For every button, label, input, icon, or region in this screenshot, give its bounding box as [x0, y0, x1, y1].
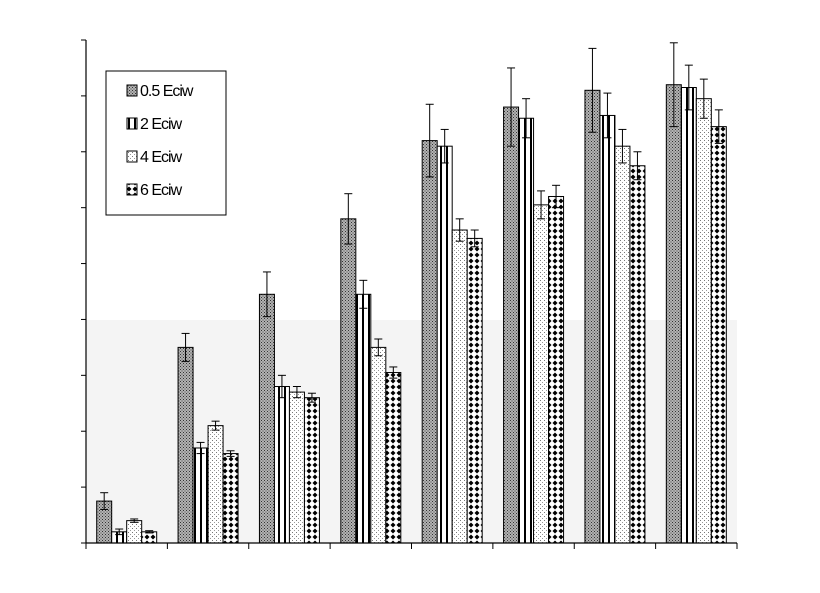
error-bar-series-1-group-6	[507, 67, 516, 147]
error-bars-layer	[100, 42, 723, 536]
error-bar-series-3-group-4	[374, 338, 383, 357]
error-bar-series-4-group-1	[145, 530, 154, 534]
bar-series-1-group-8	[665, 84, 682, 544]
bar-series-2-group-7	[599, 114, 616, 544]
error-bar-series-2-group-1	[115, 528, 124, 536]
error-bar-series-4-group-6	[552, 184, 561, 209]
bar-series-4-group-3	[303, 397, 320, 544]
error-bar-series-2-group-3	[277, 374, 286, 399]
bar-series-2-group-4	[355, 293, 372, 544]
bar-series-1-group-6	[503, 106, 520, 544]
legend-label: 0.5 Eciw	[140, 83, 194, 100]
bar-series-3-group-2	[207, 425, 224, 544]
bar-series-3-group-7	[614, 145, 631, 544]
bar-series-4-group-6	[548, 195, 565, 544]
error-bar-series-1-group-3	[262, 271, 271, 318]
error-bar-series-3-group-7	[618, 128, 627, 164]
error-bar-series-4-group-3	[307, 392, 316, 403]
error-bar-series-3-group-8	[699, 78, 708, 119]
bar-series-3-group-3	[288, 391, 305, 544]
legend-swatch	[126, 150, 138, 163]
error-bar-series-1-group-5	[425, 103, 434, 178]
bar-series-3-group-5	[451, 229, 468, 544]
bar-series-1-group-4	[340, 218, 357, 544]
error-bar-series-3-group-2	[211, 420, 220, 431]
legend-label: 4 Eciw	[140, 149, 183, 166]
error-bar-series-4-group-8	[714, 109, 723, 144]
axes-layer	[81, 39, 738, 549]
bar-series-4-group-1	[141, 531, 158, 544]
bar-series-1-group-2	[177, 346, 194, 544]
bar-series-2-group-2	[192, 447, 209, 544]
error-bar-series-3-group-6	[537, 190, 546, 220]
bar-series-4-group-7	[629, 165, 646, 544]
error-bar-series-1-group-8	[669, 42, 678, 128]
bar-series-3-group-4	[370, 346, 387, 544]
error-bar-series-4-group-7	[633, 151, 642, 181]
error-bar-series-2-group-6	[522, 98, 531, 139]
bar-series-2-group-3	[273, 386, 290, 544]
legend-item: 0.5 Eciw	[126, 83, 195, 100]
bar-series-2-group-6	[518, 117, 535, 544]
error-bar-series-3-group-3	[292, 386, 301, 399]
bar-series-3-group-6	[533, 204, 550, 544]
legend-item: 4 Eciw	[126, 149, 184, 166]
error-bar-series-4-group-2	[226, 450, 235, 457]
error-bar-series-2-group-8	[684, 64, 693, 111]
legend-swatch	[126, 183, 138, 196]
legend-box	[105, 70, 227, 216]
error-bar-series-1-group-7	[588, 47, 597, 133]
legend-item: 6 Eciw	[126, 182, 184, 199]
legend-label: 6 Eciw	[140, 182, 183, 199]
error-bar-series-1-group-4	[344, 193, 353, 245]
bar-series-4-group-8	[710, 126, 727, 544]
error-bar-series-1-group-1	[100, 492, 109, 510]
bar-series-1-group-5	[421, 140, 438, 544]
error-bar-series-3-group-1	[130, 518, 139, 523]
error-bar-series-4-group-4	[389, 366, 398, 379]
legend: 0.5 Eciw 2 Eciw 4 Eciw 6 Eciw	[105, 70, 227, 216]
bar-series-4-group-2	[222, 453, 239, 544]
error-bar-series-3-group-5	[455, 218, 464, 242]
error-bar-series-2-group-7	[603, 92, 612, 139]
bar-series-2-group-5	[436, 145, 453, 544]
legend-item: 2 Eciw	[126, 116, 184, 133]
bar-series-4-group-4	[385, 372, 402, 544]
legend-swatch	[126, 84, 138, 97]
legend-swatch	[126, 117, 138, 130]
error-bar-series-1-group-2	[181, 332, 190, 362]
bar-series-1-group-3	[258, 293, 275, 544]
bar-series-3-group-1	[126, 520, 143, 544]
bar-series-2-group-8	[680, 87, 697, 544]
bars-layer	[96, 84, 727, 544]
legend-label: 2 Eciw	[140, 116, 183, 133]
error-bar-series-2-group-2	[196, 441, 205, 455]
error-bar-series-4-group-5	[470, 229, 479, 248]
error-bar-series-2-group-5	[440, 128, 449, 164]
bar-series-1-group-7	[584, 89, 601, 544]
bar-series-3-group-8	[695, 98, 712, 544]
bar-series-4-group-5	[466, 237, 483, 544]
error-bar-series-2-group-4	[359, 279, 368, 309]
